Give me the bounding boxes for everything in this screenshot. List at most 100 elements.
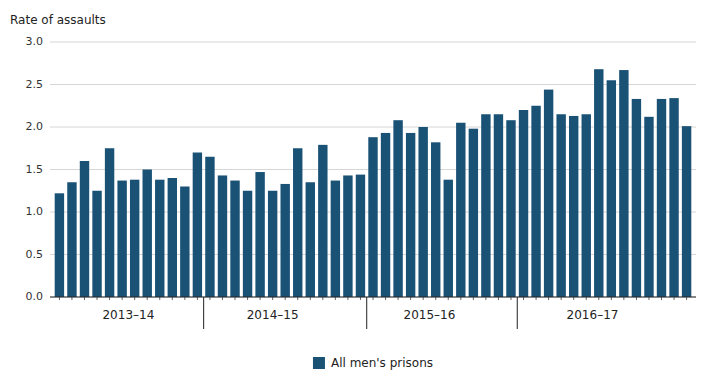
bar — [456, 123, 465, 297]
x-tick — [661, 297, 662, 300]
bar — [180, 187, 189, 298]
bar — [293, 148, 302, 297]
y-tick-label: 1.5 — [26, 163, 44, 176]
x-tick — [548, 297, 549, 300]
bar — [243, 191, 252, 297]
bar — [268, 191, 277, 297]
x-tick — [523, 297, 524, 300]
x-tick — [385, 297, 386, 300]
grid-line — [50, 42, 696, 43]
x-tick — [448, 297, 449, 300]
group-label: 2014–15 — [247, 308, 299, 322]
bar — [607, 80, 616, 297]
y-axis: 0.00.51.01.52.02.53.0 — [26, 35, 44, 303]
x-tick — [648, 297, 649, 300]
y-tick-label: 2.5 — [26, 78, 44, 91]
x-tick — [122, 297, 123, 300]
bar — [481, 114, 490, 297]
background — [0, 0, 714, 385]
bar — [168, 178, 177, 297]
x-tick — [310, 297, 311, 300]
group-divider — [517, 297, 518, 329]
bar — [431, 142, 440, 297]
bar — [444, 180, 453, 297]
x-tick — [674, 297, 675, 300]
x-tick — [611, 297, 612, 300]
bar — [318, 145, 327, 297]
x-tick — [398, 297, 399, 300]
bar — [469, 129, 478, 297]
bar — [531, 106, 540, 297]
bar — [494, 114, 503, 297]
x-tick — [347, 297, 348, 300]
bar — [582, 114, 591, 297]
x-tick — [510, 297, 511, 300]
bar — [55, 193, 64, 297]
bar — [406, 133, 415, 297]
bar — [205, 157, 214, 297]
x-tick — [360, 297, 361, 300]
bar — [418, 127, 427, 297]
x-tick — [636, 297, 637, 300]
x-tick — [147, 297, 148, 300]
x-tick — [373, 297, 374, 300]
bars — [55, 69, 692, 297]
group-label: 2016–17 — [567, 308, 619, 322]
x-tick — [197, 297, 198, 300]
legend-swatch — [313, 357, 325, 369]
bar — [682, 126, 691, 297]
x-tick — [322, 297, 323, 300]
x-tick — [473, 297, 474, 300]
bar — [230, 181, 239, 297]
x-tick — [184, 297, 185, 300]
x-tick — [84, 297, 85, 300]
x-axis: 2013–14 2014–15 2015–16 2016–17 — [50, 297, 696, 329]
bar — [356, 175, 365, 297]
bar — [255, 172, 264, 297]
x-tick — [159, 297, 160, 300]
bar — [67, 182, 76, 297]
x-tick — [222, 297, 223, 300]
bar — [632, 99, 641, 297]
bar — [594, 69, 603, 297]
x-tick — [561, 297, 562, 300]
x-tick — [134, 297, 135, 300]
x-tick — [410, 297, 411, 300]
x-tick — [272, 297, 273, 300]
x-tick — [297, 297, 298, 300]
x-tick — [247, 297, 248, 300]
bar — [306, 182, 315, 297]
bar — [544, 90, 553, 297]
x-tick — [485, 297, 486, 300]
bar — [393, 120, 402, 297]
x-tick — [335, 297, 336, 300]
x-tick — [71, 297, 72, 300]
bar — [368, 137, 377, 297]
x-tick — [235, 297, 236, 300]
x-tick — [109, 297, 110, 300]
x-tick — [97, 297, 98, 300]
chart-container: 0.00.51.01.52.02.53.02013–142014–152015–… — [0, 0, 714, 385]
y-tick-label: 3.0 — [26, 35, 44, 48]
x-tick — [435, 297, 436, 300]
x-tick — [498, 297, 499, 300]
x-tick — [423, 297, 424, 300]
x-tick — [598, 297, 599, 300]
x-tick — [59, 297, 60, 300]
x-tick — [623, 297, 624, 300]
legend-label: All men's prisons — [331, 356, 433, 370]
bar — [556, 114, 565, 297]
x-tick — [209, 297, 210, 300]
bar — [143, 170, 152, 298]
y-tick-label: 2.0 — [26, 120, 44, 133]
bar — [280, 184, 289, 297]
chart-svg: 0.00.51.01.52.02.53.02013–142014–152015–… — [0, 0, 714, 385]
x-tick — [573, 297, 574, 300]
group-label: 2015–16 — [404, 308, 456, 322]
bar — [80, 161, 89, 297]
group-label: 2013–14 — [102, 308, 154, 322]
bar — [92, 191, 101, 297]
y-axis-label: Rate of assaults — [10, 13, 106, 27]
y-tick-label: 1.0 — [26, 205, 44, 218]
bar — [569, 116, 578, 297]
